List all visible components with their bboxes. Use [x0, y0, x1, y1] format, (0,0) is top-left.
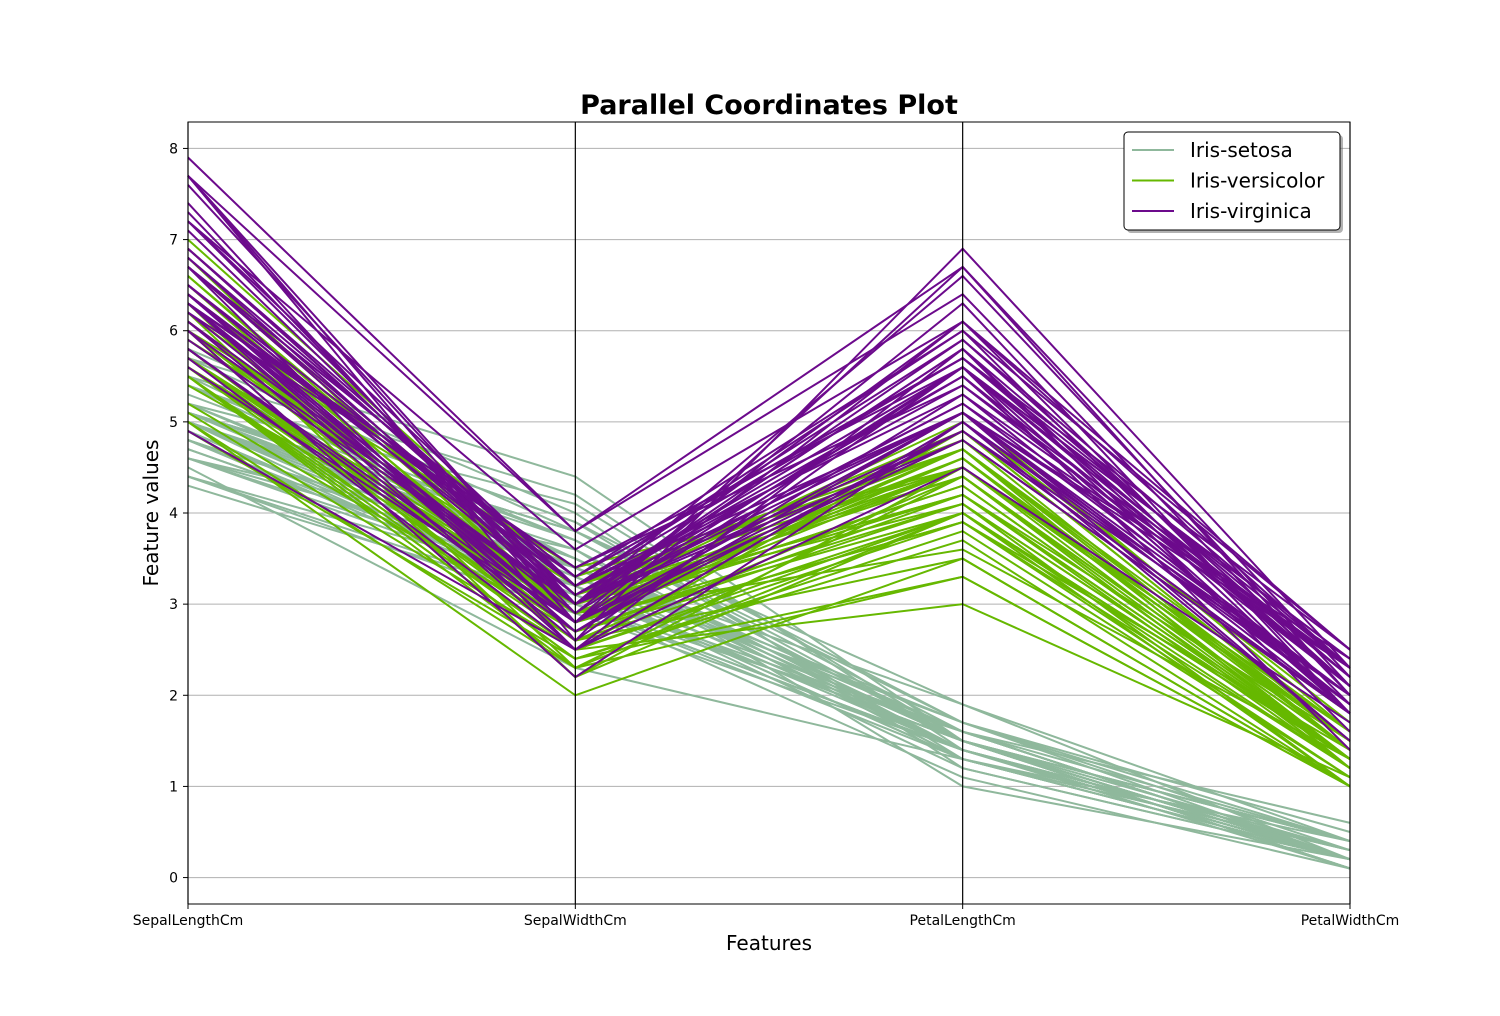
data-lines: [187, 156, 1351, 870]
data-line: [187, 311, 1351, 669]
data-line: [187, 220, 1351, 651]
y-tick-label: 1: [169, 779, 178, 795]
data-line: [187, 375, 1351, 760]
data-line: [187, 430, 1351, 724]
x-axis-label: Features: [726, 931, 812, 955]
data-line: [187, 175, 1351, 696]
y-tick-label: 6: [169, 324, 178, 340]
legend-box: [1123, 131, 1341, 231]
y-tick-label: 4: [169, 506, 178, 522]
y-tick-label: 2: [169, 688, 178, 704]
data-line: [187, 284, 1351, 697]
x-tick-label: PetalLengthCm: [910, 913, 1016, 929]
legend: Iris-setosa Iris-versicolor Iris-virginica: [1123, 131, 1343, 233]
y-gridlines: [188, 147, 1350, 879]
legend-label: Iris-versicolor: [1190, 169, 1325, 193]
series-iris-virginica: [187, 156, 1351, 751]
y-tick-label: 7: [169, 233, 178, 249]
y-tick-label: 5: [169, 415, 178, 431]
data-line: [187, 421, 1351, 788]
legend-items: Iris-setosa Iris-versicolor Iris-virginica: [1132, 138, 1325, 223]
y-axis-label: Feature values: [139, 440, 163, 587]
legend-label: Iris-virginica: [1190, 199, 1312, 223]
data-line: [187, 338, 1351, 715]
x-tick-labels: SepalLengthCm SepalWidthCm PetalLengthCm Pe…: [133, 904, 1400, 929]
data-line: [187, 293, 1351, 678]
data-line: [187, 266, 1351, 660]
data-line: [187, 175, 1351, 678]
x-tick-label: SepalLengthCm: [133, 913, 244, 929]
data-line: [187, 266, 1351, 651]
data-line: [187, 348, 1351, 706]
y-tick-label: 3: [169, 597, 178, 613]
legend-label: Iris-setosa: [1190, 138, 1293, 162]
data-line: [187, 375, 1351, 788]
data-line: [187, 411, 1351, 779]
x-tick-label: SepalWidthCm: [524, 913, 627, 929]
chart-title: Parallel Coordinates Plot: [580, 90, 958, 121]
data-line: [187, 329, 1351, 742]
y-tick-labels: 0 1 2 3 4 5 6 7 8: [169, 141, 188, 887]
y-tick-label: 8: [169, 141, 178, 157]
x-tick-label: PetalWidthCm: [1301, 913, 1400, 929]
y-tick-label: 0: [169, 871, 178, 887]
